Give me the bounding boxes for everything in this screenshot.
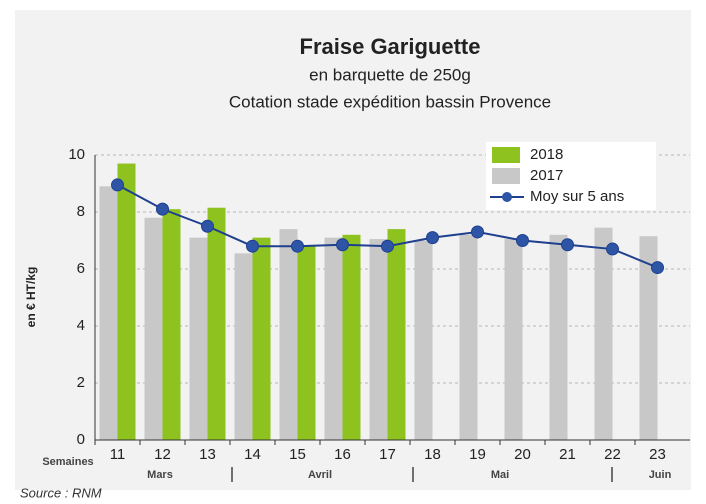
- bar: [594, 227, 613, 440]
- y-tick-label: 8: [77, 203, 85, 220]
- bar: [234, 253, 253, 440]
- bar: [504, 239, 523, 440]
- x-tick-label: 21: [559, 446, 576, 463]
- legend-label: 2017: [530, 167, 563, 184]
- y-tick-label: 2: [77, 374, 85, 391]
- bar: [162, 209, 181, 440]
- x-tick-label: 15: [289, 446, 306, 463]
- legend-swatch: [502, 192, 512, 202]
- legend: 2018 2017 Moy sur 5 ans: [486, 142, 656, 210]
- line-marker: [426, 231, 439, 245]
- y-axis-label: en € HT/kg: [24, 267, 38, 328]
- month-label: Avril: [308, 469, 332, 481]
- line-marker: [291, 239, 304, 253]
- line-marker: [201, 219, 214, 233]
- bar: [297, 246, 316, 440]
- bar: [207, 207, 226, 440]
- bar: [369, 239, 388, 440]
- y-tick-label: 6: [77, 260, 85, 277]
- y-tick-label: 0: [77, 431, 85, 448]
- bar: [342, 234, 361, 440]
- bar: [252, 237, 271, 440]
- line-marker: [381, 239, 394, 253]
- x-tick-label: 12: [154, 446, 171, 463]
- chart-subtitle: Cotation stade expédition bassin Provenc…: [229, 92, 551, 111]
- x-axis-label: Semaines: [42, 456, 93, 468]
- bar: [549, 234, 568, 440]
- line-marker: [336, 238, 349, 252]
- line-marker: [561, 238, 574, 252]
- bar: [459, 234, 478, 440]
- bar: [414, 240, 433, 440]
- month-label: Mars: [147, 469, 173, 481]
- line-marker: [156, 202, 169, 216]
- line-marker: [246, 239, 259, 253]
- x-tick-label: 11: [110, 446, 126, 463]
- x-tick-label: 14: [244, 446, 261, 463]
- bar: [324, 237, 343, 440]
- source: Source : RNM: [20, 485, 102, 500]
- month-label: Mai: [491, 469, 509, 481]
- line-marker: [111, 178, 124, 192]
- x-tick-label: 19: [469, 446, 486, 463]
- y-tick-label: 10: [68, 146, 85, 163]
- line-marker: [471, 225, 484, 239]
- bar: [387, 229, 406, 440]
- line-marker: [651, 261, 664, 275]
- bar: [279, 229, 298, 440]
- line-marker: [516, 234, 529, 247]
- x-tick-label: 13: [199, 446, 216, 463]
- bar: [144, 217, 163, 440]
- x-tick-label: 20: [514, 446, 531, 463]
- y-tick-label: 4: [77, 317, 85, 334]
- bar: [99, 186, 118, 440]
- legend-swatch: [492, 147, 520, 163]
- bar: [117, 163, 136, 441]
- x-tick-label: 18: [424, 446, 441, 463]
- x-tick-label: 17: [379, 446, 396, 463]
- legend-label: Moy sur 5 ans: [530, 188, 624, 205]
- month-label: Juin: [649, 469, 672, 481]
- bar: [189, 237, 208, 440]
- x-tick-label: 22: [604, 446, 621, 463]
- chart-title: Fraise Gariguette: [300, 34, 481, 59]
- bar: [639, 236, 658, 440]
- legend-label: 2018: [530, 146, 563, 163]
- line-marker: [606, 242, 619, 256]
- chart-subtitle: en barquette de 250g: [309, 65, 471, 84]
- x-tick-label: 16: [334, 446, 351, 463]
- x-tick-label: 23: [649, 446, 666, 463]
- legend-swatch: [492, 168, 520, 184]
